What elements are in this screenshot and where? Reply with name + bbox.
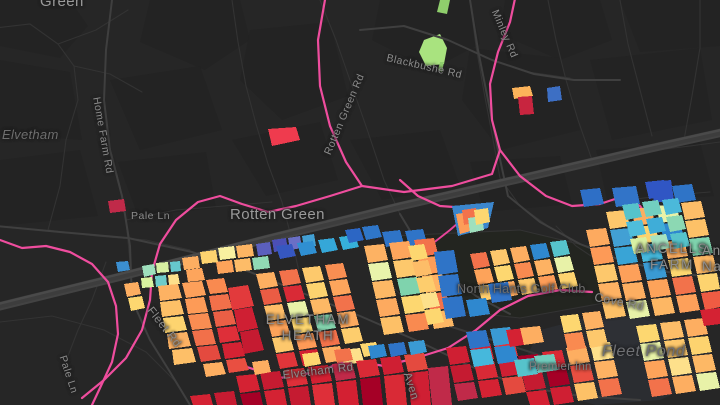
road-label-blackbushe-rd: Blackbushe Rd xyxy=(385,52,464,82)
building-cluster-ancells-core xyxy=(580,180,696,254)
road-label-elvetham-rd: Elvetham Rd xyxy=(282,361,355,382)
area-label-elvetham: Elvetham xyxy=(2,127,59,142)
building-cluster-fleet-red xyxy=(190,340,452,405)
road-label-rotten-green-rd: Rotten Green Rd xyxy=(322,72,367,157)
road-label-minley-rd: Minley Rd xyxy=(488,8,521,60)
suburb-label-line1: ELVETHAM xyxy=(265,312,351,327)
building-cluster-southeast xyxy=(636,308,720,397)
poi-label-premier-inn: Premier Inn xyxy=(529,361,592,373)
building-cluster-premier-inn xyxy=(466,326,558,377)
green-area-blackbushe xyxy=(419,34,447,66)
building-cluster-fleetrd-small xyxy=(124,282,145,311)
place-label-green: Green xyxy=(40,0,84,10)
road-label-cove-rd: Cove Rd xyxy=(593,290,646,314)
area-label-north-hants-golf-club: North Hants Golf Club xyxy=(457,282,586,296)
road-label-pale-ln-south: Pale Ln xyxy=(56,354,81,395)
road-label-fleet-rd: Fleet Rd xyxy=(144,305,184,350)
road-label-avenue: Aven xyxy=(400,371,421,402)
green-area-minley xyxy=(437,0,450,14)
place-label-rotten-green: Rotten Green xyxy=(230,206,325,223)
road-label-pale-ln-north: Pale Ln xyxy=(131,210,171,222)
suburb-label-ancells-nature: An Nat xyxy=(702,243,720,274)
green-area-edge xyxy=(438,62,444,72)
motorway-m3 xyxy=(0,128,720,311)
road-label-home-farm-rd: Home Farm Rd xyxy=(90,96,116,175)
building-cluster-pond-west xyxy=(560,311,608,351)
suburb-label-line2: HEATH xyxy=(281,327,335,343)
building-cluster-motorway-wedge xyxy=(452,202,494,236)
water-label-fleet-pond: Fleet Pond xyxy=(602,343,686,360)
suburb-label-ancells-farm: ANCELLS FARM xyxy=(629,241,715,272)
suburb-label-line2: FARM xyxy=(650,256,694,272)
building-cluster-elvetham-heath-core xyxy=(256,225,427,369)
suburb-label-elvetham-heath: ELVETHAM HEATH xyxy=(263,312,353,343)
building-cluster-cove-road xyxy=(408,240,578,325)
suburb-label-line1: ANCELLS xyxy=(635,241,709,256)
suburb-label-line1: An xyxy=(702,243,720,258)
building-cluster-elvetham-heath-west xyxy=(158,278,264,377)
suburb-label-line2: Nat xyxy=(702,258,720,274)
